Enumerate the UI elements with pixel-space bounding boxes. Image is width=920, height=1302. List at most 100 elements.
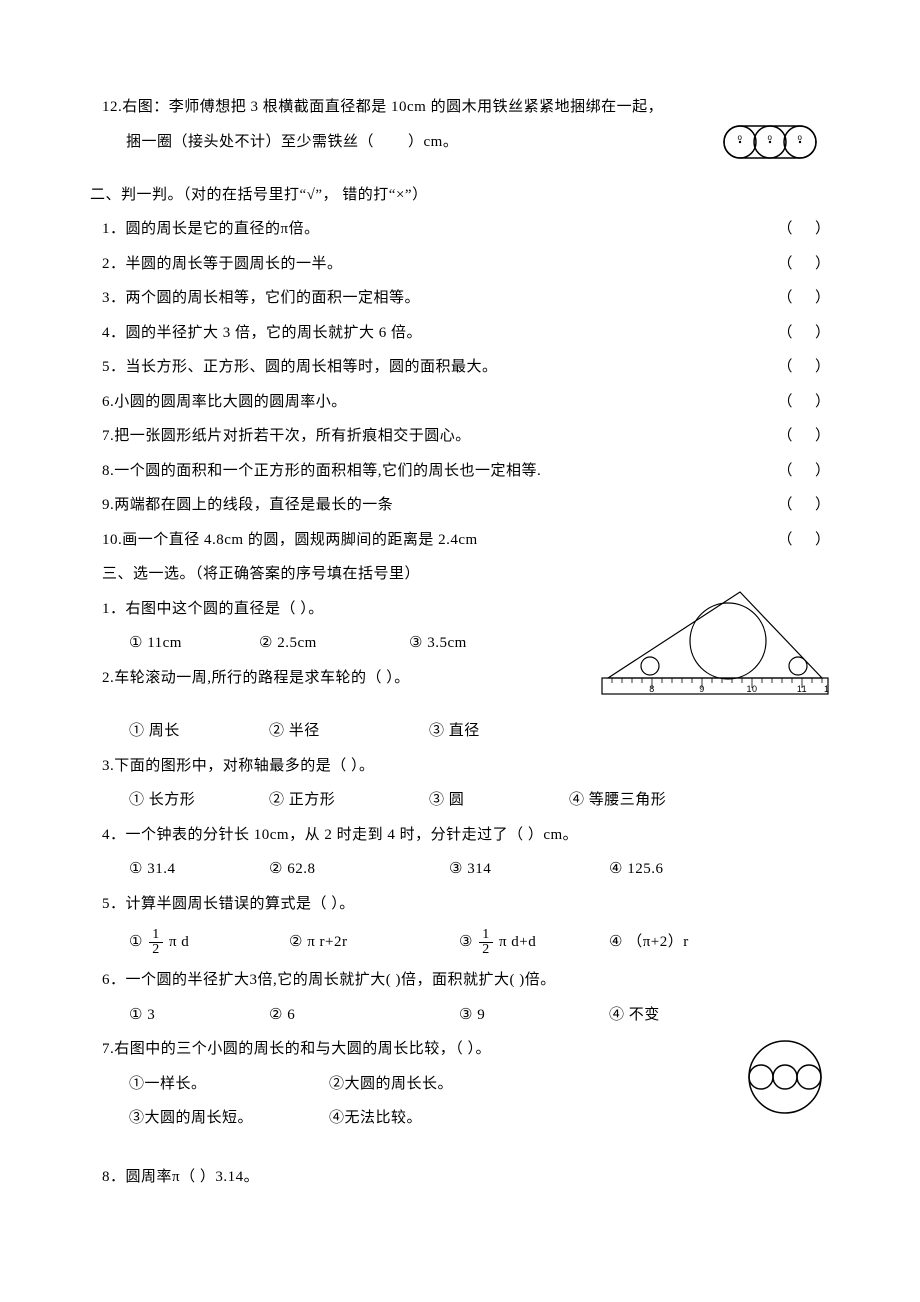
text: 7.把一张圆形纸片对折若干次，所有折痕相交于圆心。	[102, 419, 471, 454]
svg-text:9: 9	[699, 684, 705, 694]
opt-4: ④无法比较。	[329, 1101, 422, 1136]
text: 6．一个圆的半径扩大3倍,它的周长就扩大( )倍，面积就扩大( )倍。	[102, 972, 556, 988]
svg-text:o: o	[768, 133, 773, 142]
opt-4: ④ （π+2）r	[609, 921, 689, 963]
svg-text:o: o	[738, 133, 743, 142]
judge-8: 8.一个圆的面积和一个正方形的面积相等,它们的周长也一定相等. （ ）	[90, 454, 830, 489]
text: 2.车轮滚动一周,所行的路程是求车轮的（ ）。	[102, 670, 410, 686]
judge-10: 10.画一个直径 4.8cm 的圆，圆规两脚间的距离是 2.4cm （ ）	[90, 523, 830, 558]
opt-2: ② π r+2r	[289, 921, 459, 963]
judge-9: 9.两端都在圆上的线段，直径是最长的一条（ ）	[90, 488, 830, 523]
judge-6: 6.小圆的圆周率比大圆的圆周率小。 （ ）	[90, 385, 830, 420]
paren: （ ）	[777, 419, 830, 454]
text: 捆一圈（接头处不计）至少需铁丝（ ）cm。	[126, 125, 458, 160]
text: 3．两个圆的周长相等，它们的面积一定相等。	[102, 281, 420, 316]
paren: （ ）	[777, 316, 830, 351]
text: 10.画一个直径 4.8cm 的圆，圆规两脚间的距离是 2.4cm	[102, 523, 478, 558]
paren: （ ）	[777, 350, 830, 385]
opt-3: ③ 12 π d+d	[459, 921, 609, 963]
opt-1: ① 31.4	[129, 852, 269, 887]
choice-4-opts: ① 31.4 ② 62.8 ③ 314 ④ 125.6	[90, 852, 830, 887]
opt-1: ① 3	[129, 998, 269, 1033]
choice-3-opts: ① 长方形 ② 正方形 ③ 圆 ④ 等腰三角形	[90, 783, 830, 818]
title: 二、判一判。（对的在括号里打“√”， 错的打“×”）	[90, 187, 428, 203]
opt-1: ① 12 π d	[129, 921, 289, 963]
opt-3: ③ 直径	[429, 714, 549, 749]
leader-dots	[422, 287, 775, 302]
judge-3: 3．两个圆的周长相等，它们的面积一定相等。 （ ）	[90, 281, 830, 316]
text: 8．圆周率π（ ）3.14。	[102, 1169, 259, 1185]
paren: （ ）	[777, 454, 830, 489]
text: 5．计算半圆周长错误的算式是（ ）。	[102, 896, 355, 912]
opt-3: ③ 314	[449, 852, 609, 887]
judge-7: 7.把一张圆形纸片对折若干次，所有折痕相交于圆心。 （ ）	[90, 419, 830, 454]
choice-6-opts: ① 3 ② 6 ③ 9 ④ 不变	[90, 998, 830, 1033]
leader-dots	[395, 494, 775, 509]
choice-2-opts: ① 周长 ② 半径 ③ 直径	[90, 714, 830, 749]
leader-dots	[322, 218, 776, 233]
text: 5．当长方形、正方形、圆的周长相等时，圆的面积最大。	[102, 350, 498, 385]
text: 4．圆的半径扩大 3 倍，它的周长就扩大 6 倍。	[102, 316, 422, 351]
leader-dots	[480, 529, 776, 544]
leader-dots	[473, 425, 776, 440]
text: 2．半圆的周长等于圆周长的一半。	[102, 247, 343, 282]
paren: （ ）	[777, 212, 830, 247]
paren: （ ）	[777, 281, 830, 316]
opt-3: ③ 3.5cm	[409, 626, 529, 661]
leader-dots	[500, 356, 776, 371]
opt-2: ② 6	[269, 998, 459, 1033]
opt-4: ④ 等腰三角形	[569, 783, 666, 818]
opt-1: ① 长方形	[129, 783, 269, 818]
opt-2: ② 62.8	[269, 852, 449, 887]
opt-2: ② 正方形	[269, 783, 429, 818]
svg-text:o: o	[798, 133, 803, 142]
opt-4: ④ 不变	[609, 998, 660, 1033]
opt-1: ① 11cm	[129, 626, 259, 661]
text: 1．圆的周长是它的直径的π倍。	[102, 212, 320, 247]
choice-7-opts-row1: ①一样长。 ②大圆的周长长。	[90, 1067, 732, 1102]
judge-1: 1．圆的周长是它的直径的π倍。 （ ）	[90, 212, 830, 247]
text: 4．一个钟表的分针长 10cm，从 2 时走到 4 时，分针走过了（ ）cm。	[102, 827, 578, 843]
leader-dots	[349, 391, 776, 406]
choice-4: 4．一个钟表的分针长 10cm，从 2 时走到 4 时，分针走过了（ ）cm。	[90, 818, 830, 853]
opt-4: ④ 125.6	[609, 852, 663, 887]
leader-dots	[345, 253, 776, 268]
choice-6: 6．一个圆的半径扩大3倍,它的周长就扩大( )倍，面积就扩大( )倍。	[90, 963, 830, 998]
choice-7-opts-row2: ③大圆的周长短。 ④无法比较。	[90, 1101, 732, 1136]
paren: （ ）	[777, 247, 830, 282]
q12-line2: 捆一圈（接头处不计）至少需铁丝（ ）cm。	[90, 125, 702, 160]
paren: （ ）	[777, 523, 830, 558]
svg-text:12: 12	[824, 684, 830, 694]
paren: （ ）	[777, 385, 830, 420]
judge-4: 4．圆的半径扩大 3 倍，它的周长就扩大 6 倍。 （ ）	[90, 316, 830, 351]
leader-dots	[424, 322, 775, 337]
figure-three-circles: o o o	[710, 120, 830, 178]
opt-1: ①一样长。	[129, 1067, 329, 1102]
svg-text:11: 11	[797, 684, 807, 694]
text: 8.一个圆的面积和一个正方形的面积相等,它们的周长也一定相等.	[102, 454, 541, 489]
choice-5-opts: ① 12 π d ② π r+2r ③ 12 π d+d ④ （π+2）r	[90, 921, 830, 963]
opt-1: ① 周长	[129, 714, 269, 749]
judge-5: 5．当长方形、正方形、圆的周长相等时，圆的面积最大。 （ ）	[90, 350, 830, 385]
text: 3.下面的图形中，对称轴最多的是（ ）。	[102, 758, 375, 774]
opt-3: ③大圆的周长短。	[129, 1101, 329, 1136]
section-2-title: 二、判一判。（对的在括号里打“√”， 错的打“×”）	[90, 178, 830, 213]
opt-3: ③ 9	[459, 998, 609, 1033]
choice-1-opts: ① 11cm ② 2.5cm ③ 3.5cm	[90, 626, 592, 661]
opt-2: ②大圆的周长长。	[329, 1067, 453, 1102]
text: 6.小圆的圆周率比大圆的圆周率小。	[102, 385, 347, 420]
text: 7.右图中的三个小圆的周长的和与大圆的周长比较，（ ）。	[102, 1041, 491, 1057]
opt-2: ② 半径	[269, 714, 429, 749]
q12-line1: 12.右图：李师傅想把 3 根横截面直径都是 10cm 的圆木用铁丝紧紧地捆绑在…	[90, 90, 702, 125]
figure-triangle-ruler: 8 9 10 11 12	[600, 586, 830, 715]
text: 9.两端都在圆上的线段，直径是最长的一条	[102, 488, 393, 523]
judge-2: 2．半圆的周长等于圆周长的一半。 （ ）	[90, 247, 830, 282]
text: 1．右图中这个圆的直径是（ ）。	[102, 601, 324, 617]
choice-3: 3.下面的图形中，对称轴最多的是（ ）。	[90, 749, 830, 784]
leader-dots	[543, 460, 775, 475]
svg-text:10: 10	[746, 684, 757, 694]
choice-8: 8．圆周率π（ ）3.14。	[90, 1160, 830, 1195]
opt-3: ③ 圆	[429, 783, 569, 818]
choice-7: 7.右图中的三个小圆的周长的和与大圆的周长比较，（ ）。	[90, 1032, 830, 1067]
opt-2: ② 2.5cm	[259, 626, 409, 661]
